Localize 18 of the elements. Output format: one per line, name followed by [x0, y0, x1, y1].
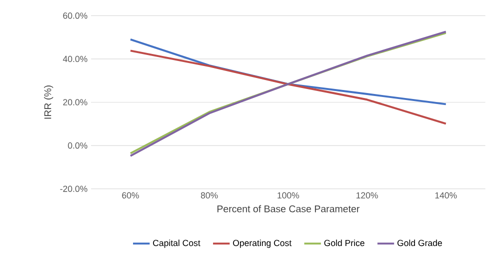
x-tick-label: 60%	[122, 192, 139, 199]
y-tick-label: 0.0%	[68, 142, 88, 149]
x-tick-label: 120%	[356, 192, 378, 199]
legend-label: Operating Cost	[233, 240, 292, 248]
x-tick-label: 80%	[200, 192, 218, 199]
legend-label: Gold Price	[324, 240, 364, 246]
legend-label: Gold Grade	[397, 240, 442, 246]
y-tick-label: 20.0%	[63, 99, 88, 106]
y-tick-label: -20.0%	[60, 186, 88, 192]
y-axis-title: IRR (%)	[44, 86, 54, 119]
x-axis-title: Percent of Base Case Parameter	[217, 205, 360, 212]
x-tick-label: 140%	[435, 192, 457, 199]
x-tick-label: 100%	[278, 192, 300, 199]
y-tick-label: 40.0%	[62, 56, 88, 62]
y-tick-label: 60.0%	[63, 12, 88, 19]
line-series	[130, 38, 447, 106]
legend-label: Capital Cost	[153, 240, 200, 248]
line-series	[130, 50, 447, 125]
